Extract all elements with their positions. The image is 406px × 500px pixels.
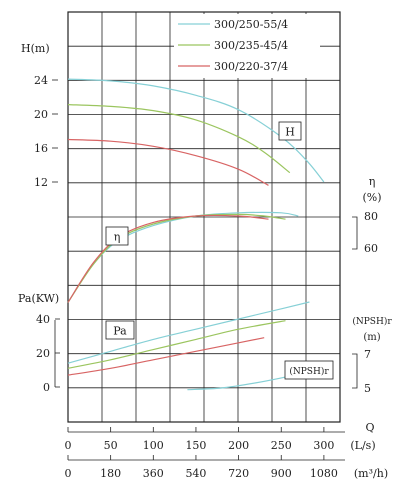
x-tick-label-secondary: 720 xyxy=(228,467,249,480)
x-axis-secondary-unit: (m³/h) xyxy=(354,467,388,480)
x-axis-ticks: 0 50 100 150 200 250 300 0 180 360 540 720 900 1080 xyxy=(65,427,338,480)
efficiency-curve-1 xyxy=(67,211,299,303)
curve-label-power: Pa xyxy=(105,320,135,340)
svg-text:(NPSH)r: (NPSH)r xyxy=(289,366,329,377)
head-tick-20: 20 xyxy=(34,108,48,121)
x-axis-label: Q xyxy=(365,421,374,434)
x-tick-label-secondary: 0 xyxy=(65,467,72,480)
efficiency-tick-60: 60 xyxy=(364,242,378,255)
svg-text:H: H xyxy=(285,126,295,139)
npsh-axis-bracket xyxy=(352,353,358,389)
head-curve-1 xyxy=(67,78,325,183)
efficiency-axis-bracket xyxy=(352,216,358,250)
efficiency-curve-2 xyxy=(67,213,286,303)
x-tick-label-secondary: 180 xyxy=(100,467,121,480)
power-curve-2 xyxy=(67,320,286,369)
x-tick-label-primary: 150 xyxy=(185,439,206,452)
efficiency-tick-80: 80 xyxy=(364,210,378,223)
npsh-axis-unit: (m) xyxy=(363,332,380,343)
curve-label-npsh: (NPSH)r xyxy=(284,360,334,380)
x-tick-label-primary: 0 xyxy=(65,439,72,452)
x-tick-label-secondary: 540 xyxy=(185,467,206,480)
svg-text:η: η xyxy=(114,231,121,244)
x-tick-label-secondary: 1080 xyxy=(310,467,338,480)
head-axis-label: H(m) xyxy=(21,42,50,55)
power-tick-20: 20 xyxy=(36,347,50,360)
power-axis-label: Pa(KW) xyxy=(18,292,59,305)
legend-entry-2: 300/235-45/4 xyxy=(214,39,288,52)
x-tick-label-primary: 250 xyxy=(271,439,292,452)
x-axis-primary-unit: (L/s) xyxy=(350,439,375,452)
x-tick-label-primary: 300 xyxy=(313,439,334,452)
curve-label-efficiency: η xyxy=(105,226,129,246)
head-curve-3 xyxy=(67,138,269,186)
head-tick-12: 12 xyxy=(34,176,48,189)
x-tick-label-secondary: 900 xyxy=(271,467,292,480)
x-tick-label-secondary: 360 xyxy=(143,467,164,480)
chart-grid xyxy=(52,11,341,423)
npsh-tick-5: 5 xyxy=(364,382,371,395)
efficiency-curve-3 xyxy=(67,214,269,303)
power-curve-1 xyxy=(67,301,310,364)
npsh-tick-7: 7 xyxy=(364,348,371,361)
power-curve-3 xyxy=(67,337,265,376)
head-tick-16: 16 xyxy=(34,142,48,155)
power-tick-0: 0 xyxy=(43,381,50,394)
legend-entry-3: 300/220-37/4 xyxy=(214,60,288,73)
x-tick-label-primary: 50 xyxy=(104,439,118,452)
legend-entry-1: 300/250-55/4 xyxy=(214,18,288,31)
x-tick-label-primary: 200 xyxy=(228,439,249,452)
x-tick-label-primary: 100 xyxy=(143,439,164,452)
efficiency-axis-unit: (%) xyxy=(362,191,381,204)
efficiency-axis-label: η xyxy=(369,175,376,188)
svg-text:Pa: Pa xyxy=(113,325,127,338)
power-tick-40: 40 xyxy=(36,313,50,326)
legend-background xyxy=(174,14,320,78)
head-tick-24: 24 xyxy=(34,74,48,87)
legend: 300/250-55/4 300/235-45/4 300/220-37/4 xyxy=(174,14,320,78)
curve-label-head: H xyxy=(278,121,302,141)
npsh-axis-label: (NPSH)r xyxy=(352,316,392,327)
head-curve-2 xyxy=(67,104,291,174)
